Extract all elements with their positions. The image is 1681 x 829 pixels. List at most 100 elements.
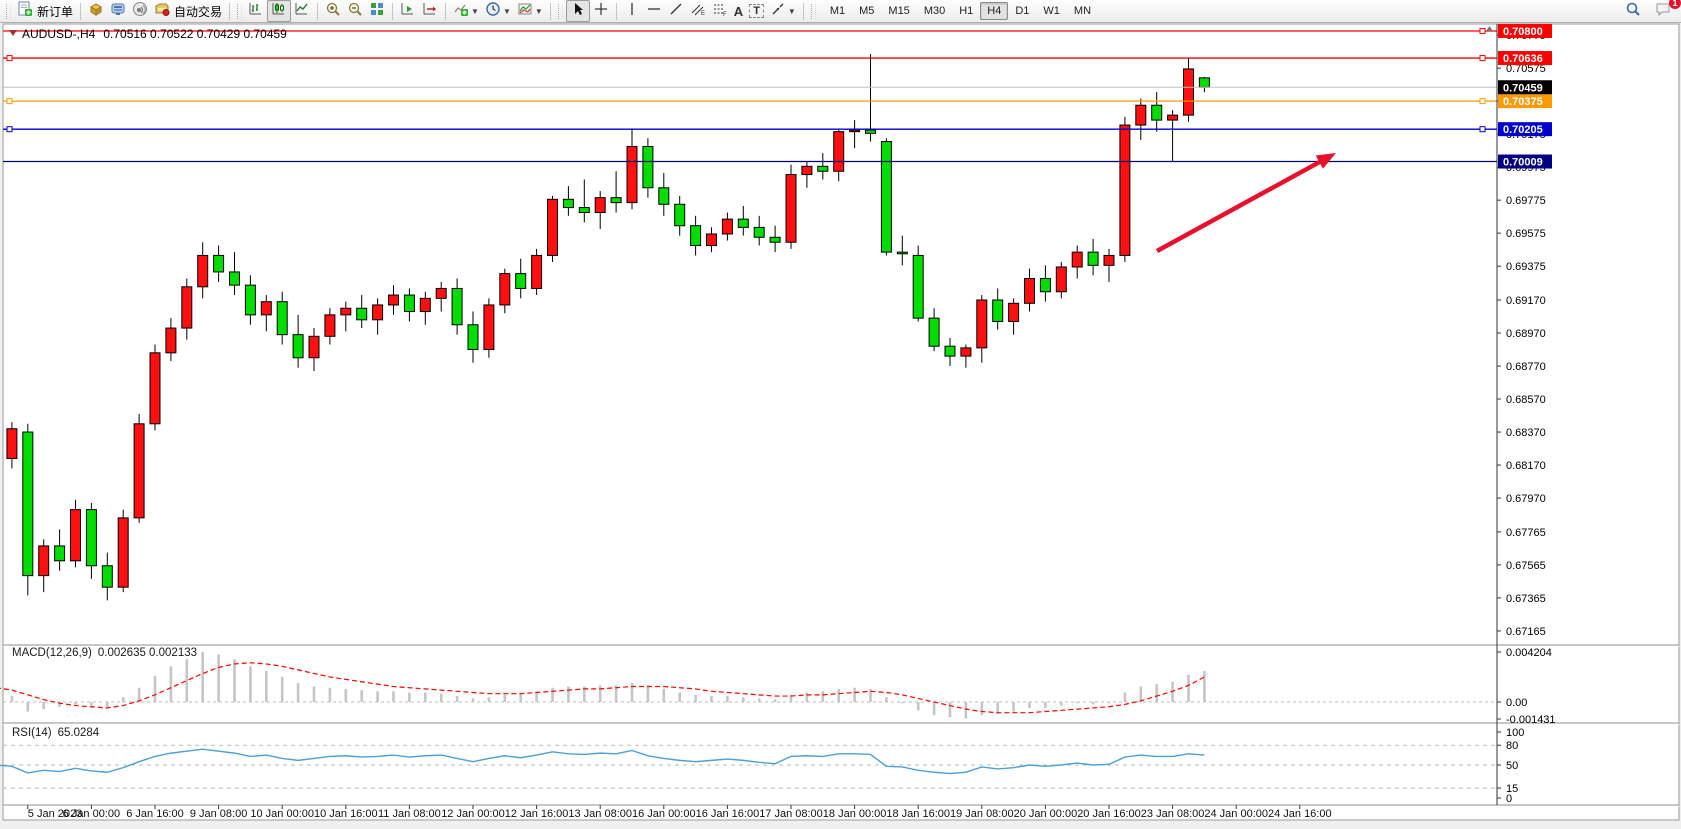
text-button[interactable]: A bbox=[731, 1, 746, 21]
vertical-line-icon bbox=[624, 1, 640, 22]
macd-pane[interactable] bbox=[0, 652, 1497, 719]
axis-tick-label: 0.67765 bbox=[1506, 527, 1546, 539]
candlestick-chart-button[interactable] bbox=[267, 0, 292, 22]
line-handle[interactable] bbox=[1479, 27, 1486, 34]
search-button[interactable] bbox=[1622, 1, 1644, 21]
candle bbox=[626, 146, 638, 204]
date-label: 5 Jan 2023 bbox=[28, 808, 82, 820]
candle bbox=[1119, 124, 1131, 256]
candle bbox=[213, 254, 225, 273]
zoom-out-button[interactable] bbox=[344, 1, 366, 21]
line-handle[interactable] bbox=[1479, 55, 1486, 62]
candle bbox=[1055, 266, 1067, 293]
trend-arrow[interactable] bbox=[1155, 155, 1329, 253]
chart-shift-icon bbox=[422, 1, 438, 22]
bar-chart-button[interactable] bbox=[245, 1, 267, 21]
candle bbox=[817, 165, 829, 172]
zoom-in-button[interactable] bbox=[322, 1, 344, 21]
text-label-button[interactable]: T bbox=[746, 1, 767, 21]
candle bbox=[229, 271, 240, 286]
tile-windows-icon bbox=[369, 1, 385, 22]
macd-histogram-bar bbox=[42, 702, 45, 710]
candle bbox=[308, 335, 320, 359]
candle bbox=[1087, 251, 1099, 266]
timeframe-button-m30[interactable]: M30 bbox=[923, 5, 946, 17]
horizontal-line-button[interactable] bbox=[643, 1, 665, 21]
rsi-pane[interactable] bbox=[0, 744, 1497, 789]
toolbox-button[interactable] bbox=[85, 1, 107, 21]
equidistant-channel-button[interactable]: E bbox=[687, 1, 709, 21]
line-chart-button[interactable] bbox=[291, 1, 313, 21]
trend-arrow-head bbox=[1315, 153, 1336, 169]
arrows-button[interactable]: ▼ bbox=[767, 1, 799, 21]
axis-tick-label: 0.67565 bbox=[1506, 560, 1546, 572]
cursor-icon bbox=[570, 1, 586, 22]
toolbar-grip[interactable] bbox=[557, 3, 563, 19]
macd-histogram-bar bbox=[662, 688, 666, 702]
candle bbox=[531, 254, 543, 289]
line-handle[interactable] bbox=[1479, 98, 1486, 105]
templates-button[interactable]: ▼ bbox=[514, 1, 546, 21]
indicators-button[interactable]: ▼ bbox=[450, 1, 482, 21]
svg-text:0.70636: 0.70636 bbox=[1503, 53, 1543, 65]
tile-windows-button[interactable] bbox=[366, 1, 388, 21]
date-label: 13 Jan 08:00 bbox=[568, 808, 632, 820]
cursor-button[interactable] bbox=[565, 0, 590, 22]
candle bbox=[753, 226, 765, 238]
timeframe-button-h4[interactable]: H4 bbox=[980, 2, 1009, 20]
vertical-line-button[interactable] bbox=[621, 1, 643, 21]
candle bbox=[244, 284, 256, 316]
trendline-button[interactable] bbox=[665, 1, 687, 21]
hosting-button[interactable] bbox=[107, 1, 129, 21]
chart-canvas[interactable]: 0.707750.705750.703750.701750.699750.697… bbox=[0, 23, 1681, 829]
timeframe-button-m1[interactable]: M1 bbox=[829, 5, 846, 17]
periods-button[interactable]: ▼ bbox=[482, 1, 514, 21]
templates-icon bbox=[517, 1, 533, 22]
timeframe-button-w1[interactable]: W1 bbox=[1043, 5, 1060, 17]
autotrading-button[interactable]: 自动交易 bbox=[151, 1, 225, 21]
zoom-out-icon bbox=[347, 1, 363, 22]
macd-histogram-bar bbox=[598, 685, 602, 702]
timeframe-button-h1[interactable]: H1 bbox=[959, 5, 974, 17]
candle bbox=[372, 304, 384, 321]
candle bbox=[276, 301, 288, 336]
macd-histogram-bar bbox=[312, 686, 316, 702]
timeframe-button-m5[interactable]: M5 bbox=[859, 5, 875, 17]
timeframe-button-m15[interactable]: M15 bbox=[888, 5, 910, 17]
toolbar-grip[interactable] bbox=[237, 3, 243, 19]
price-axis[interactable]: 0.707750.705750.703750.701750.699750.697… bbox=[1496, 23, 1556, 805]
price-tag: 0.70459 bbox=[1498, 80, 1552, 95]
new-order-button[interactable]: 新订单 bbox=[14, 1, 76, 21]
crosshair-button[interactable] bbox=[590, 1, 612, 21]
candle bbox=[658, 187, 670, 205]
macd-histogram-bar bbox=[996, 702, 999, 714]
signals-button[interactable] bbox=[129, 1, 151, 21]
symbol-dropdown-marker[interactable] bbox=[9, 30, 17, 36]
axis-tick-label: 0.00 bbox=[1506, 697, 1527, 709]
timeframe-button-d1[interactable]: D1 bbox=[1015, 5, 1030, 17]
auto-scroll-button[interactable] bbox=[397, 1, 419, 21]
fibonacci-button[interactable]: F bbox=[709, 1, 731, 21]
chat-button[interactable]: 1 bbox=[1652, 0, 1681, 21]
line-handle[interactable] bbox=[6, 98, 13, 105]
macd-histogram-bar bbox=[630, 682, 634, 702]
toolbar-grip[interactable] bbox=[810, 3, 816, 19]
toolbar-grip[interactable] bbox=[6, 3, 11, 19]
line-handle[interactable] bbox=[1479, 126, 1486, 133]
timeframe-button-mn[interactable]: MN bbox=[1073, 5, 1092, 17]
candlestick-chart-icon bbox=[271, 1, 287, 22]
line-handle[interactable] bbox=[6, 55, 13, 62]
chevron-down-icon: ▼ bbox=[502, 6, 511, 16]
candle bbox=[499, 273, 511, 306]
candle bbox=[562, 198, 574, 209]
macd-histogram-bar bbox=[265, 671, 268, 702]
toolbar-separator bbox=[549, 2, 551, 20]
chart-shift-button[interactable] bbox=[419, 1, 441, 21]
line-handle[interactable] bbox=[6, 126, 13, 133]
macd-histogram-bar bbox=[90, 702, 93, 706]
crosshair-icon bbox=[593, 1, 609, 22]
toolbar-separator bbox=[80, 2, 82, 20]
price-pane[interactable] bbox=[0, 27, 1497, 601]
candle bbox=[976, 299, 988, 349]
